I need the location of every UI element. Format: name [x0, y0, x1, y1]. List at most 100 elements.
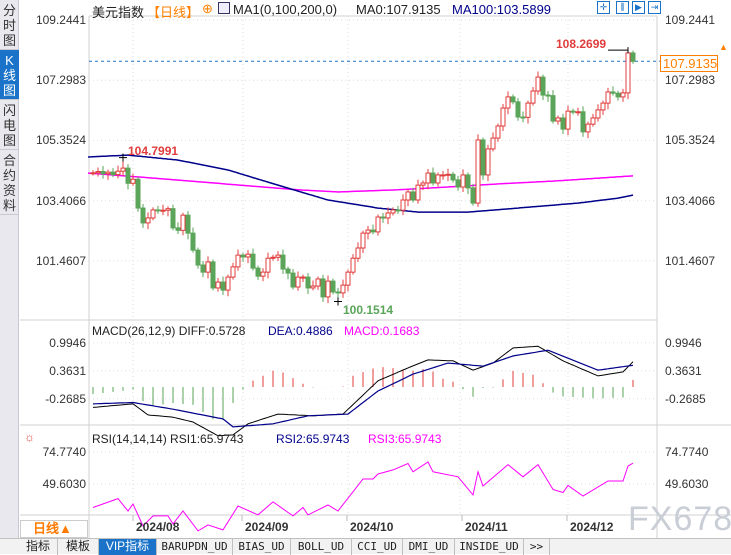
high-annotation: 108.2699 — [556, 37, 607, 51]
price-tick-left: 103.4066 — [35, 193, 86, 208]
price-tick-left: 105.3524 — [35, 133, 86, 148]
date-tick: 2024/09 — [245, 520, 289, 534]
candle-body — [580, 111, 586, 133]
candle-body — [420, 182, 426, 186]
rsi-tick-left: 49.6030 — [42, 477, 86, 491]
indicator-tab[interactable]: DMI_UD — [403, 539, 455, 555]
crosshair-icon[interactable]: ⊕ — [202, 1, 213, 16]
candle-body — [175, 227, 181, 231]
settings-sun-icon[interactable]: ☼ — [24, 430, 35, 444]
candle-body — [345, 271, 351, 286]
rsi-tick-left: 74.7740 — [42, 445, 86, 459]
zoom-fit-icon[interactable]: ⫼ — [616, 1, 629, 14]
price-up-icon: ▲ — [719, 42, 728, 52]
candle-body — [620, 92, 626, 98]
price-tick-right: 109.2441 — [665, 13, 716, 27]
candle-body — [230, 266, 236, 278]
candle-body — [385, 212, 391, 219]
candle-body — [185, 214, 191, 234]
extreme-marker — [334, 297, 342, 306]
candle-body — [440, 174, 446, 177]
indicator-tab[interactable]: INSIDE_UD — [455, 539, 524, 555]
price-tick-right: 103.4066 — [665, 193, 716, 208]
candle-body — [310, 285, 316, 289]
candle-body — [415, 184, 421, 201]
indicator-tab[interactable]: 指标 — [19, 539, 58, 555]
indicator-tab[interactable]: BARUPDN_UD — [157, 539, 233, 555]
candle-body — [540, 76, 546, 96]
macd-tick-left: -0.2685 — [45, 391, 86, 406]
indicator-tabs: 指标 模板 VIP指标 BARUPDN_UD BIAS_UD BOLL_UD CCI_UD D… — [0, 538, 731, 555]
candle-body — [505, 96, 511, 109]
indicator-tab[interactable]: BOLL_UD — [291, 539, 352, 555]
candle-body — [250, 253, 256, 269]
candle-body — [170, 208, 176, 229]
candle-body — [220, 281, 226, 291]
scroll-end-icon[interactable]: ▶ — [632, 1, 645, 14]
candle-body — [490, 137, 496, 150]
candle-body — [585, 123, 591, 133]
candle-body — [125, 167, 131, 184]
candle-body — [455, 179, 461, 188]
view-sidebar: 分时图 K线图 闪电图 合约资料 — [0, 0, 19, 538]
candle-body — [525, 102, 531, 118]
candle-body — [360, 232, 366, 249]
candle-body — [135, 178, 141, 209]
candle-body — [510, 96, 516, 103]
date-tick: 2024/12 — [570, 520, 614, 534]
crosshair-icon[interactable]: ✛ — [597, 1, 610, 14]
candle-body — [520, 116, 526, 119]
candle-body — [90, 172, 96, 175]
candle-body — [470, 187, 476, 204]
candle-body — [110, 171, 116, 176]
candle-body — [375, 216, 381, 233]
candle-body — [145, 217, 151, 224]
candle-body — [410, 191, 416, 201]
candle-body — [370, 229, 376, 233]
candle-body — [445, 173, 451, 176]
candle-body — [515, 101, 521, 118]
candle-body — [610, 91, 616, 94]
candle-body — [495, 125, 501, 139]
dif-line — [92, 345, 634, 437]
candle-body — [555, 117, 561, 122]
period-selector[interactable]: 日线▲ — [20, 520, 88, 538]
price-tick-right: 105.3524 — [665, 133, 716, 148]
rsi2-value: RSI2:65.9743 — [276, 432, 350, 446]
candle-body — [530, 90, 536, 104]
tab-contract-info[interactable]: 合约资料 — [0, 150, 19, 215]
candle-body — [485, 148, 491, 176]
indicator-tab[interactable]: CCI_UD — [352, 539, 403, 555]
indicator-tab[interactable]: VIP指标 — [99, 539, 157, 555]
indicator-tab[interactable]: >> — [524, 539, 550, 555]
indicator-tab[interactable]: BIAS_UD — [233, 539, 291, 555]
ma-chart-icon[interactable] — [218, 2, 230, 14]
candle-body — [425, 172, 431, 184]
indicator-tab[interactable]: 模板 — [58, 539, 99, 555]
candle-body — [480, 139, 486, 176]
tab-flash[interactable]: 闪电图 — [0, 100, 19, 150]
rsi-tick-right: 74.7740 — [665, 445, 709, 459]
candle-body — [120, 167, 126, 172]
candle-body — [335, 291, 341, 294]
candle-body — [255, 267, 261, 277]
swing-high-annotation: 104.7991 — [128, 144, 179, 158]
tab-timeshare[interactable]: 分时图 — [0, 0, 19, 50]
candle-body — [100, 171, 106, 175]
candle-body — [365, 229, 371, 234]
rsi-line — [92, 461, 634, 532]
macd-tick-left: 0.9946 — [49, 335, 86, 350]
exit-icon[interactable]: ⇥ — [648, 1, 661, 14]
candle-body — [435, 174, 441, 184]
candle-body — [355, 247, 361, 259]
candle-body — [165, 208, 171, 211]
candle-body — [400, 199, 406, 211]
macd-tick-right: -0.2685 — [665, 391, 706, 406]
candle-body — [265, 257, 271, 273]
tab-kline[interactable]: K线图 — [0, 50, 19, 100]
candle-body — [545, 94, 551, 97]
price-tick-left: 107.2983 — [35, 73, 86, 88]
candle-body — [305, 276, 311, 289]
candle-body — [575, 111, 581, 114]
